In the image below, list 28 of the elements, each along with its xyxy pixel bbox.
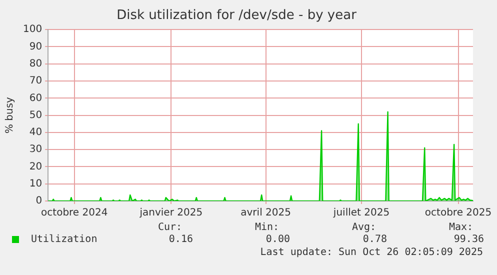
x-tick-label: octobre 2024 — [41, 208, 108, 219]
legend-label: Utilization — [31, 234, 98, 245]
text: Max: — [448, 222, 474, 233]
text: Last update: Sun Oct 26 02:05:09 2025 — [260, 247, 483, 258]
y-tick-label: 10 — [29, 178, 42, 190]
text: Cur: — [156, 222, 184, 233]
x-tick-label: octobre 2025 — [424, 208, 492, 219]
x-tick-label: janvier 2025 — [138, 208, 203, 219]
y-axis-title: % busy — [4, 96, 16, 134]
text: 0.00 — [266, 234, 290, 245]
y-tick-label: 40 — [29, 127, 42, 138]
y-tick-label: 80 — [29, 58, 42, 70]
chart-title: Disk utilization for /dev/sde - by year — [116, 8, 358, 24]
text: 0.78 — [362, 234, 387, 245]
y-tick-label: 90 — [29, 41, 42, 52]
text: 99.36 — [454, 234, 484, 245]
x-tick-label: juillet 2025 — [332, 208, 390, 219]
y-tick-label: 0 — [36, 196, 42, 207]
x-tick-label: avril 2025 — [240, 208, 291, 219]
y-tick-label: 70 — [29, 76, 42, 87]
y-tick-label: 50 — [29, 110, 42, 121]
y-tick-label: 20 — [29, 161, 42, 172]
text: Avg: — [350, 222, 378, 233]
y-tick-label: 60 — [29, 92, 42, 104]
y-tick-label: 100 — [22, 24, 42, 36]
text: Min: — [254, 222, 280, 233]
text: 0.16 — [168, 234, 193, 245]
y-tick-label: 30 — [29, 144, 42, 156]
